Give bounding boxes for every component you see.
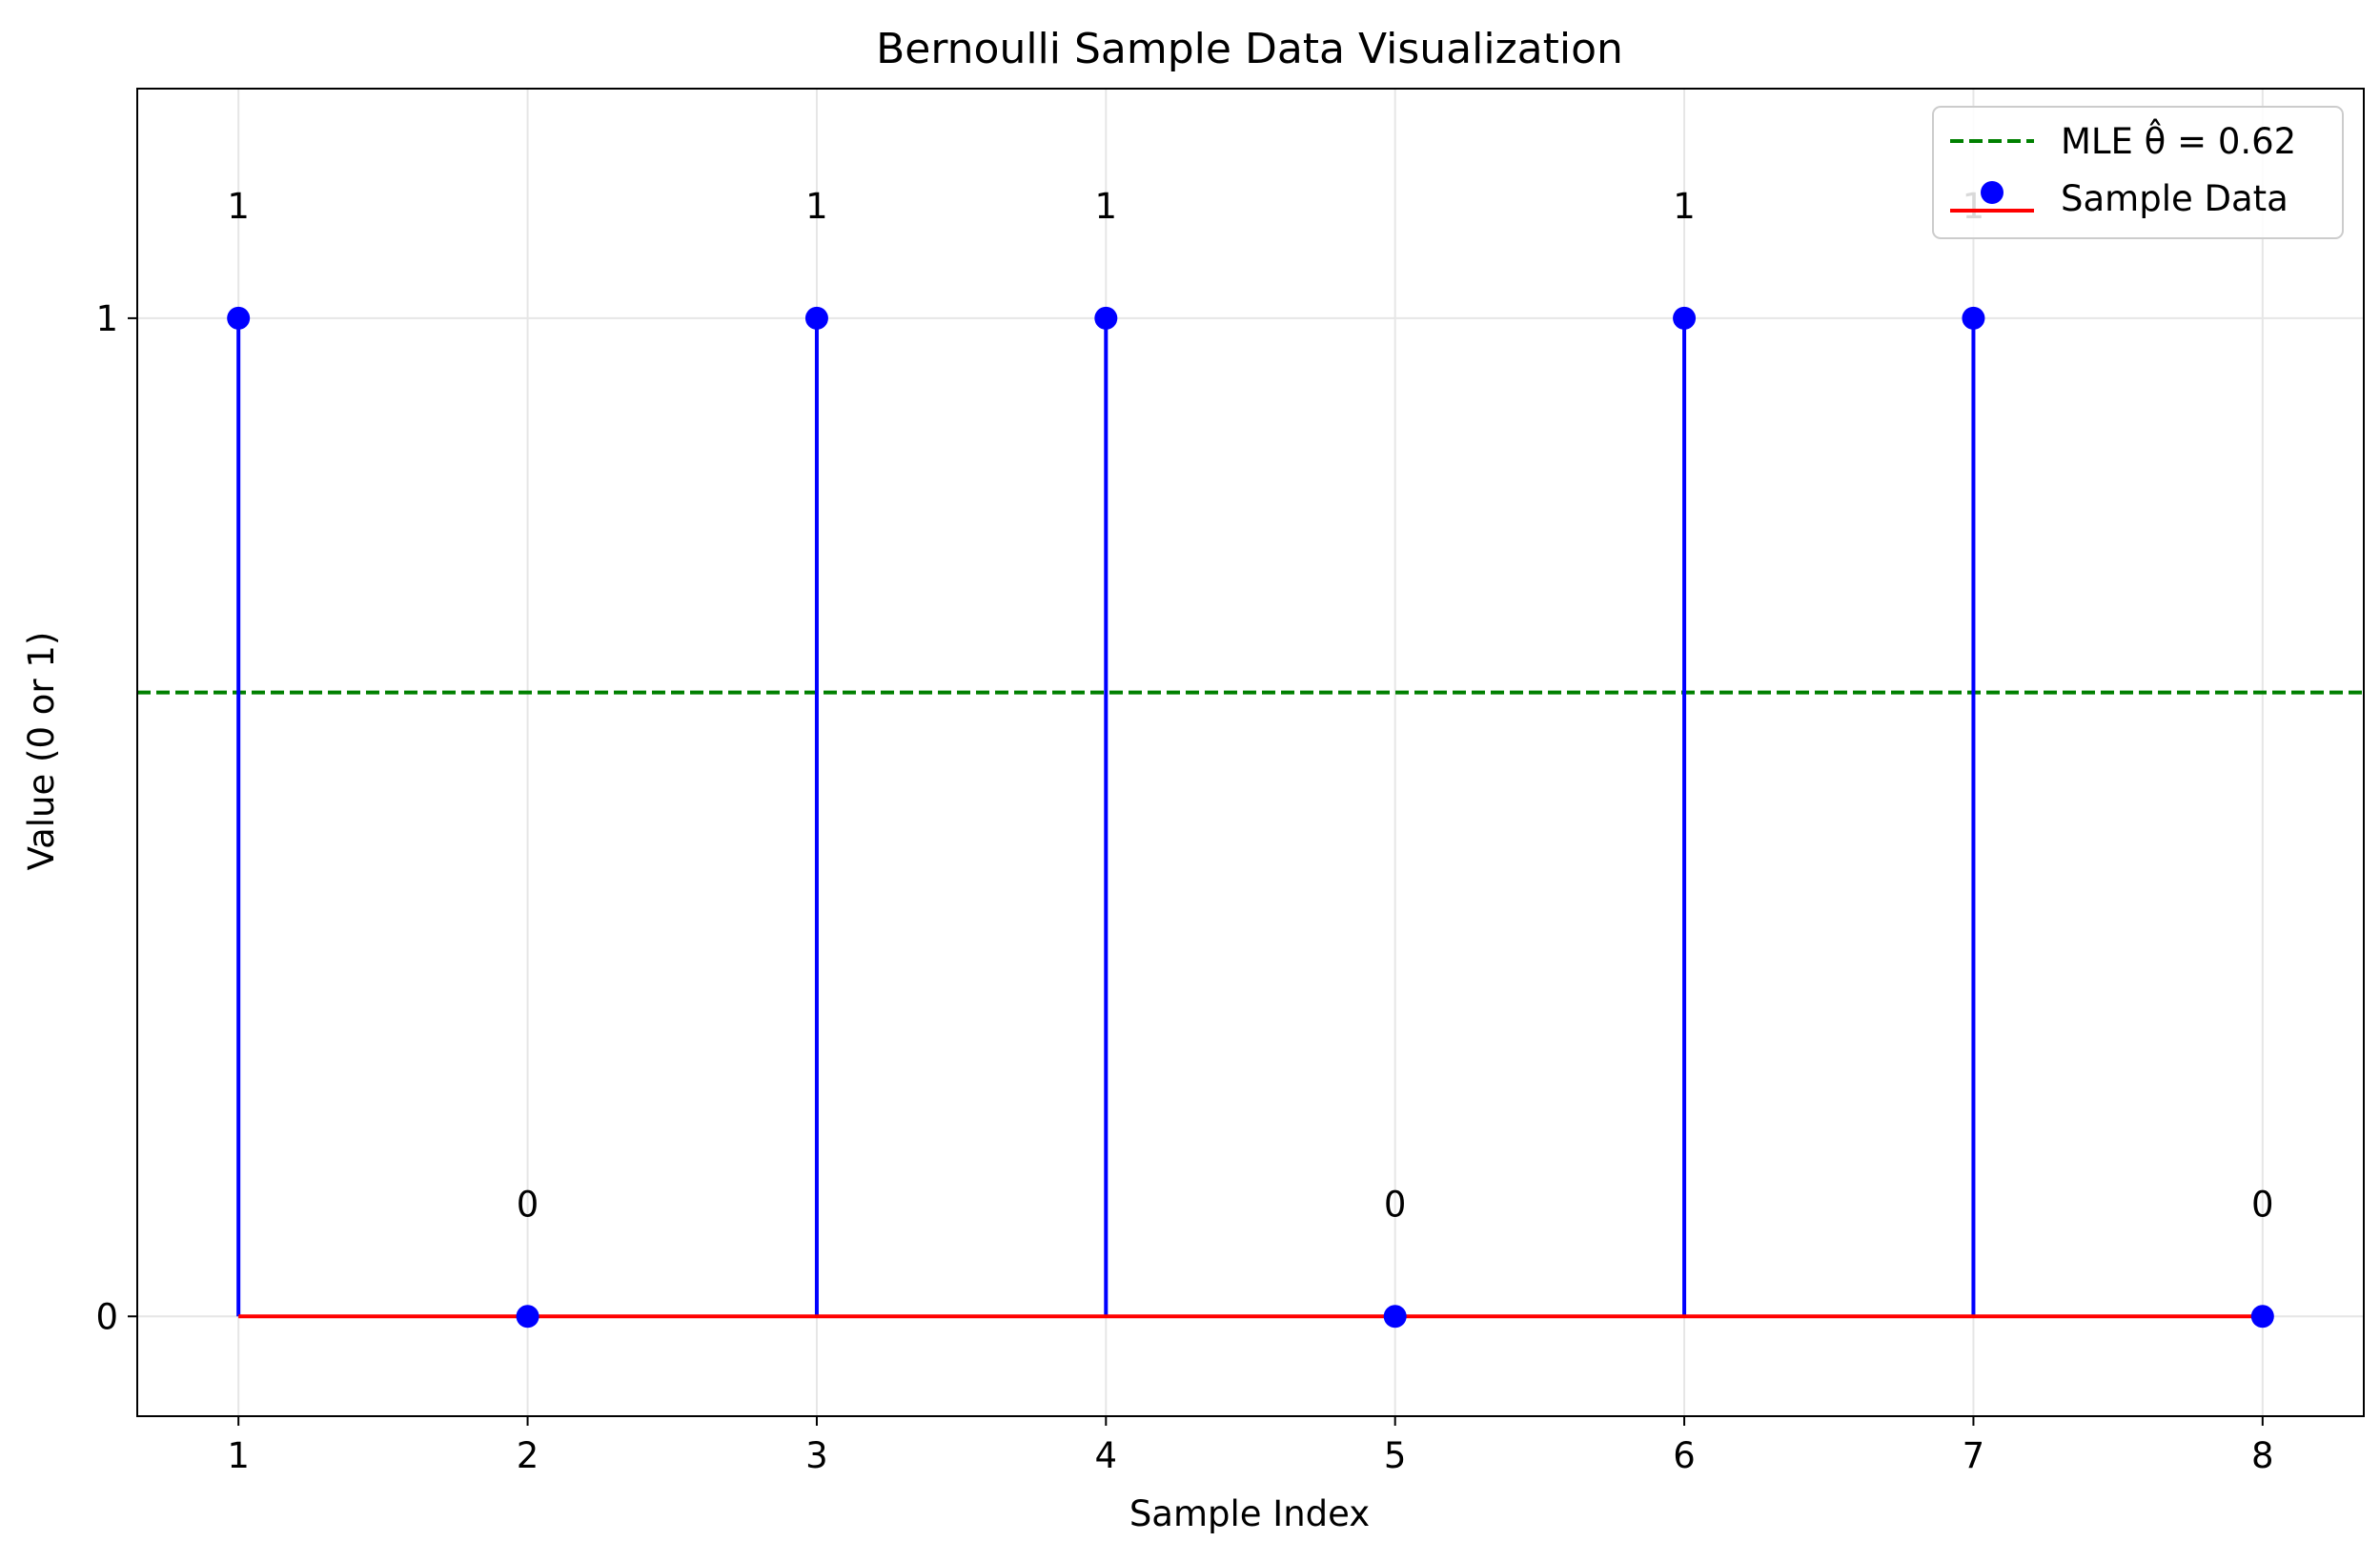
x-tick-label-4: 4	[1095, 1435, 1118, 1476]
legend-sample-marker-swatch	[1981, 181, 2004, 204]
x-tick-label-6: 6	[1673, 1435, 1696, 1476]
sample-point-7	[1962, 306, 1985, 330]
x-tick-label-5: 5	[1384, 1435, 1407, 1476]
sample-point-5	[1383, 1305, 1407, 1329]
x-tick-label-1: 1	[227, 1435, 250, 1476]
data-label-2: 0	[517, 1184, 539, 1225]
sample-point-8	[2250, 1305, 2274, 1329]
data-label-8: 0	[2251, 1184, 2274, 1225]
data-label-5: 0	[1384, 1184, 1407, 1225]
x-tick-label-7: 7	[1963, 1435, 1985, 1476]
chart-title: Bernoulli Sample Data Visualization	[876, 25, 1623, 73]
sample-point-2	[516, 1305, 539, 1329]
axis-ticks: 1 2 3 4 5 6 7 8 0 1	[95, 298, 2273, 1476]
legend-mle-label: MLE θ̂ = 0.62	[2061, 118, 2296, 162]
sample-point-6	[1673, 306, 1697, 330]
x-axis-label: Sample Index	[1129, 1493, 1370, 1534]
x-tick-label-2: 2	[517, 1435, 539, 1476]
plot-frame	[136, 88, 2365, 1417]
sample-point-3	[804, 306, 828, 330]
legend-box	[1932, 106, 2344, 239]
sample-point-1	[227, 306, 251, 330]
legend-sample-label: Sample Data	[2061, 178, 2288, 219]
y-axis-label: Value (0 or 1)	[21, 632, 62, 871]
data-label-6: 1	[1673, 186, 1696, 227]
x-tick-label-8: 8	[2251, 1435, 2274, 1476]
data-label-1: 1	[227, 186, 250, 227]
y-tick-label-2: 1	[95, 298, 118, 339]
x-tick-label-3: 3	[805, 1435, 828, 1476]
plot-area: 10110110	[137, 186, 2364, 1329]
legend: MLE θ̂ = 0.62 Sample Data	[1932, 106, 2344, 239]
sample-point-4	[1094, 306, 1118, 330]
y-tick-label-1: 0	[95, 1296, 118, 1337]
data-label-3: 1	[805, 186, 828, 227]
data-label-4: 1	[1095, 186, 1118, 227]
